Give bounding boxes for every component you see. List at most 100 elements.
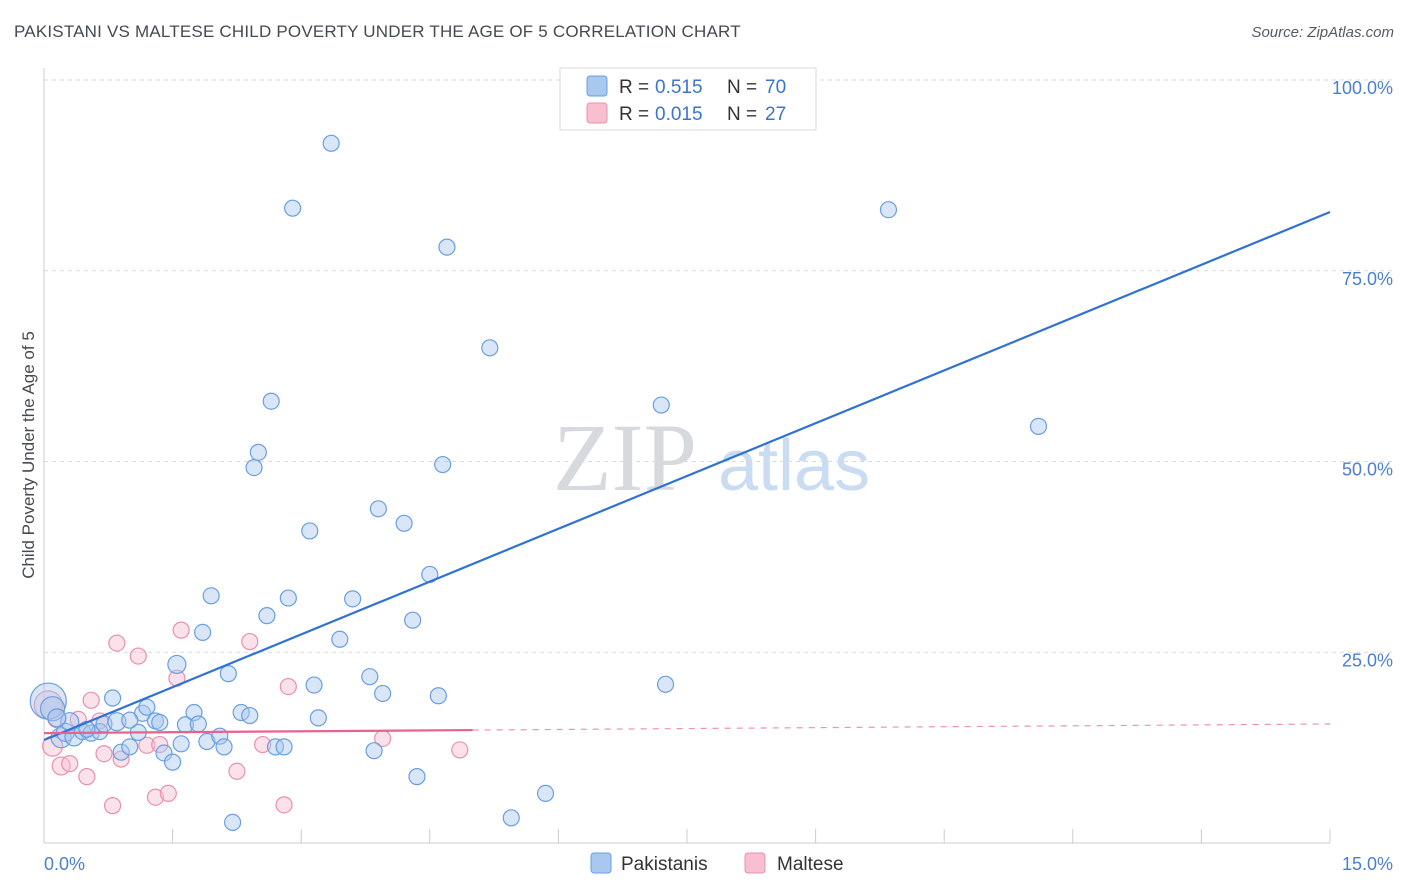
maltese-point-22 [254, 735, 272, 754]
maltese-point-11 [108, 634, 126, 652]
x-tick-label-max: 15.0% [1342, 854, 1393, 874]
y-axis-label: Child Poverty Under the Age of 5 [19, 331, 38, 579]
legend-n-label-maltese: N = [727, 104, 757, 125]
maltese-point-24 [279, 677, 297, 696]
pakistanis-points [29, 134, 1048, 831]
watermark-zip: ZIP [553, 404, 697, 511]
pakistanis-point-61 [502, 809, 520, 827]
pakistanis-point-27 [198, 732, 216, 751]
pakistanis-point-34 [241, 706, 259, 725]
pakistanis-point-12 [112, 743, 130, 761]
pakistanis-point-59 [438, 238, 456, 256]
pakistanis-point-40 [275, 738, 293, 756]
pakistanis-point-67 [47, 708, 67, 728]
pakistanis-point-48 [344, 590, 362, 608]
pakistanis-point-32 [224, 813, 242, 831]
x-tick-label-min: 0.0% [44, 854, 85, 874]
bottom-legend-swatch-pakistanis [590, 852, 612, 874]
maltese-point-14 [138, 736, 156, 754]
legend-r-label-pakistanis: R = [619, 77, 649, 98]
pakistanis-point-36 [249, 443, 267, 461]
maltese-point-10 [103, 797, 122, 815]
pakistanis-point-54 [404, 611, 422, 629]
pakistanis-point-42 [284, 199, 302, 217]
maltese-point-16 [151, 735, 169, 754]
maltese-trend-line-dashed [472, 723, 1331, 731]
legend-n-value-pakistanis: 70 [765, 77, 786, 98]
y-tick-label-50: 50.0% [1342, 460, 1393, 480]
maltese-point-19 [172, 621, 190, 639]
pakistanis-point-50 [365, 742, 383, 760]
maltese-point-4 [61, 755, 79, 773]
pakistanis-point-35 [245, 459, 263, 477]
maltese-point-23 [275, 796, 293, 814]
pakistanis-point-11 [107, 712, 127, 732]
pakistanis-point-60 [481, 339, 499, 357]
pakistanis-point-63 [652, 396, 670, 414]
pakistanis-point-46 [322, 134, 340, 152]
watermark-atlas: atlas [718, 426, 870, 506]
pakistanis-point-21 [167, 654, 187, 675]
pakistanis-point-19 [155, 744, 173, 762]
maltese-point-7 [82, 691, 100, 709]
pakistanis-point-18 [151, 713, 169, 732]
maltese-point-20 [228, 762, 246, 780]
pakistanis-point-13 [121, 738, 139, 756]
pakistanis-point-64 [656, 675, 675, 693]
pakistanis-point-44 [305, 676, 323, 694]
pakistanis-point-65 [879, 201, 898, 219]
maltese-point-17 [159, 784, 177, 803]
maltese-point-15 [146, 788, 165, 806]
pakistanis-point-66 [1029, 417, 1048, 436]
pakistanis-point-53 [395, 514, 413, 532]
pakistanis-point-43 [301, 522, 319, 540]
y-tick-label-25: 25.0% [1342, 650, 1393, 670]
bottom-legend-swatch-maltese [744, 852, 766, 874]
maltese-point-26 [451, 741, 469, 759]
pakistanis-point-1 [39, 696, 66, 722]
pakistanis-point-4 [60, 712, 80, 732]
pakistanis-trend-line [43, 210, 1331, 742]
pakistanis-point-58 [434, 455, 452, 474]
pakistanis-point-16 [138, 698, 156, 716]
legend-r-value-maltese: 0.015 [655, 104, 703, 125]
pakistanis-point-57 [429, 687, 447, 705]
source-label: Source: ZipAtlas.com [1251, 24, 1394, 41]
pakistanis-point-26 [194, 623, 212, 642]
pakistanis-point-45 [309, 709, 327, 727]
bottom-legend-label-maltese: Maltese [777, 854, 844, 875]
pakistanis-point-25 [189, 715, 207, 733]
pakistanis-point-31 [219, 665, 237, 683]
pakistanis-point-30 [215, 738, 233, 756]
pakistanis-point-49 [361, 668, 379, 686]
grid-lines [44, 79, 1393, 653]
y-tick-label-100: 100.0% [1332, 78, 1393, 98]
pakistanis-point-69 [121, 711, 139, 729]
pakistanis-point-10 [103, 689, 122, 707]
pakistanis-point-51 [369, 500, 387, 518]
pakistanis-point-37 [258, 607, 276, 625]
maltese-point-13 [129, 647, 147, 665]
legend-swatch-pakistanis [586, 75, 608, 97]
pakistanis-point-28 [202, 587, 220, 605]
pakistanis-point-62 [536, 784, 555, 803]
pakistanis-point-41 [279, 589, 297, 607]
pakistanis-point-38 [262, 392, 280, 410]
maltese-trend-line-solid [43, 728, 473, 735]
y-axis-tick-labels: 25.0% 50.0% 75.0% 100.0% [1332, 78, 1393, 670]
legend-r-label-maltese: R = [619, 104, 649, 125]
pakistanis-point-22 [172, 735, 190, 753]
maltese-point-9 [95, 745, 113, 763]
legend-n-label-pakistanis: N = [727, 77, 757, 98]
legend-n-value-maltese: 27 [765, 104, 786, 125]
trend-lines [43, 210, 1331, 742]
pakistanis-point-20 [164, 753, 182, 771]
bottom-legend-label-pakistanis: Pakistanis [621, 854, 708, 875]
maltese-point-6 [78, 768, 96, 786]
chart-title: PAKISTANI VS MALTESE CHILD POVERTY UNDER… [14, 22, 741, 41]
maltese-points [33, 621, 469, 815]
bottom-legend: Pakistanis Maltese [590, 852, 844, 875]
pakistanis-point-55 [408, 768, 426, 786]
legend-swatch-maltese [586, 102, 608, 124]
